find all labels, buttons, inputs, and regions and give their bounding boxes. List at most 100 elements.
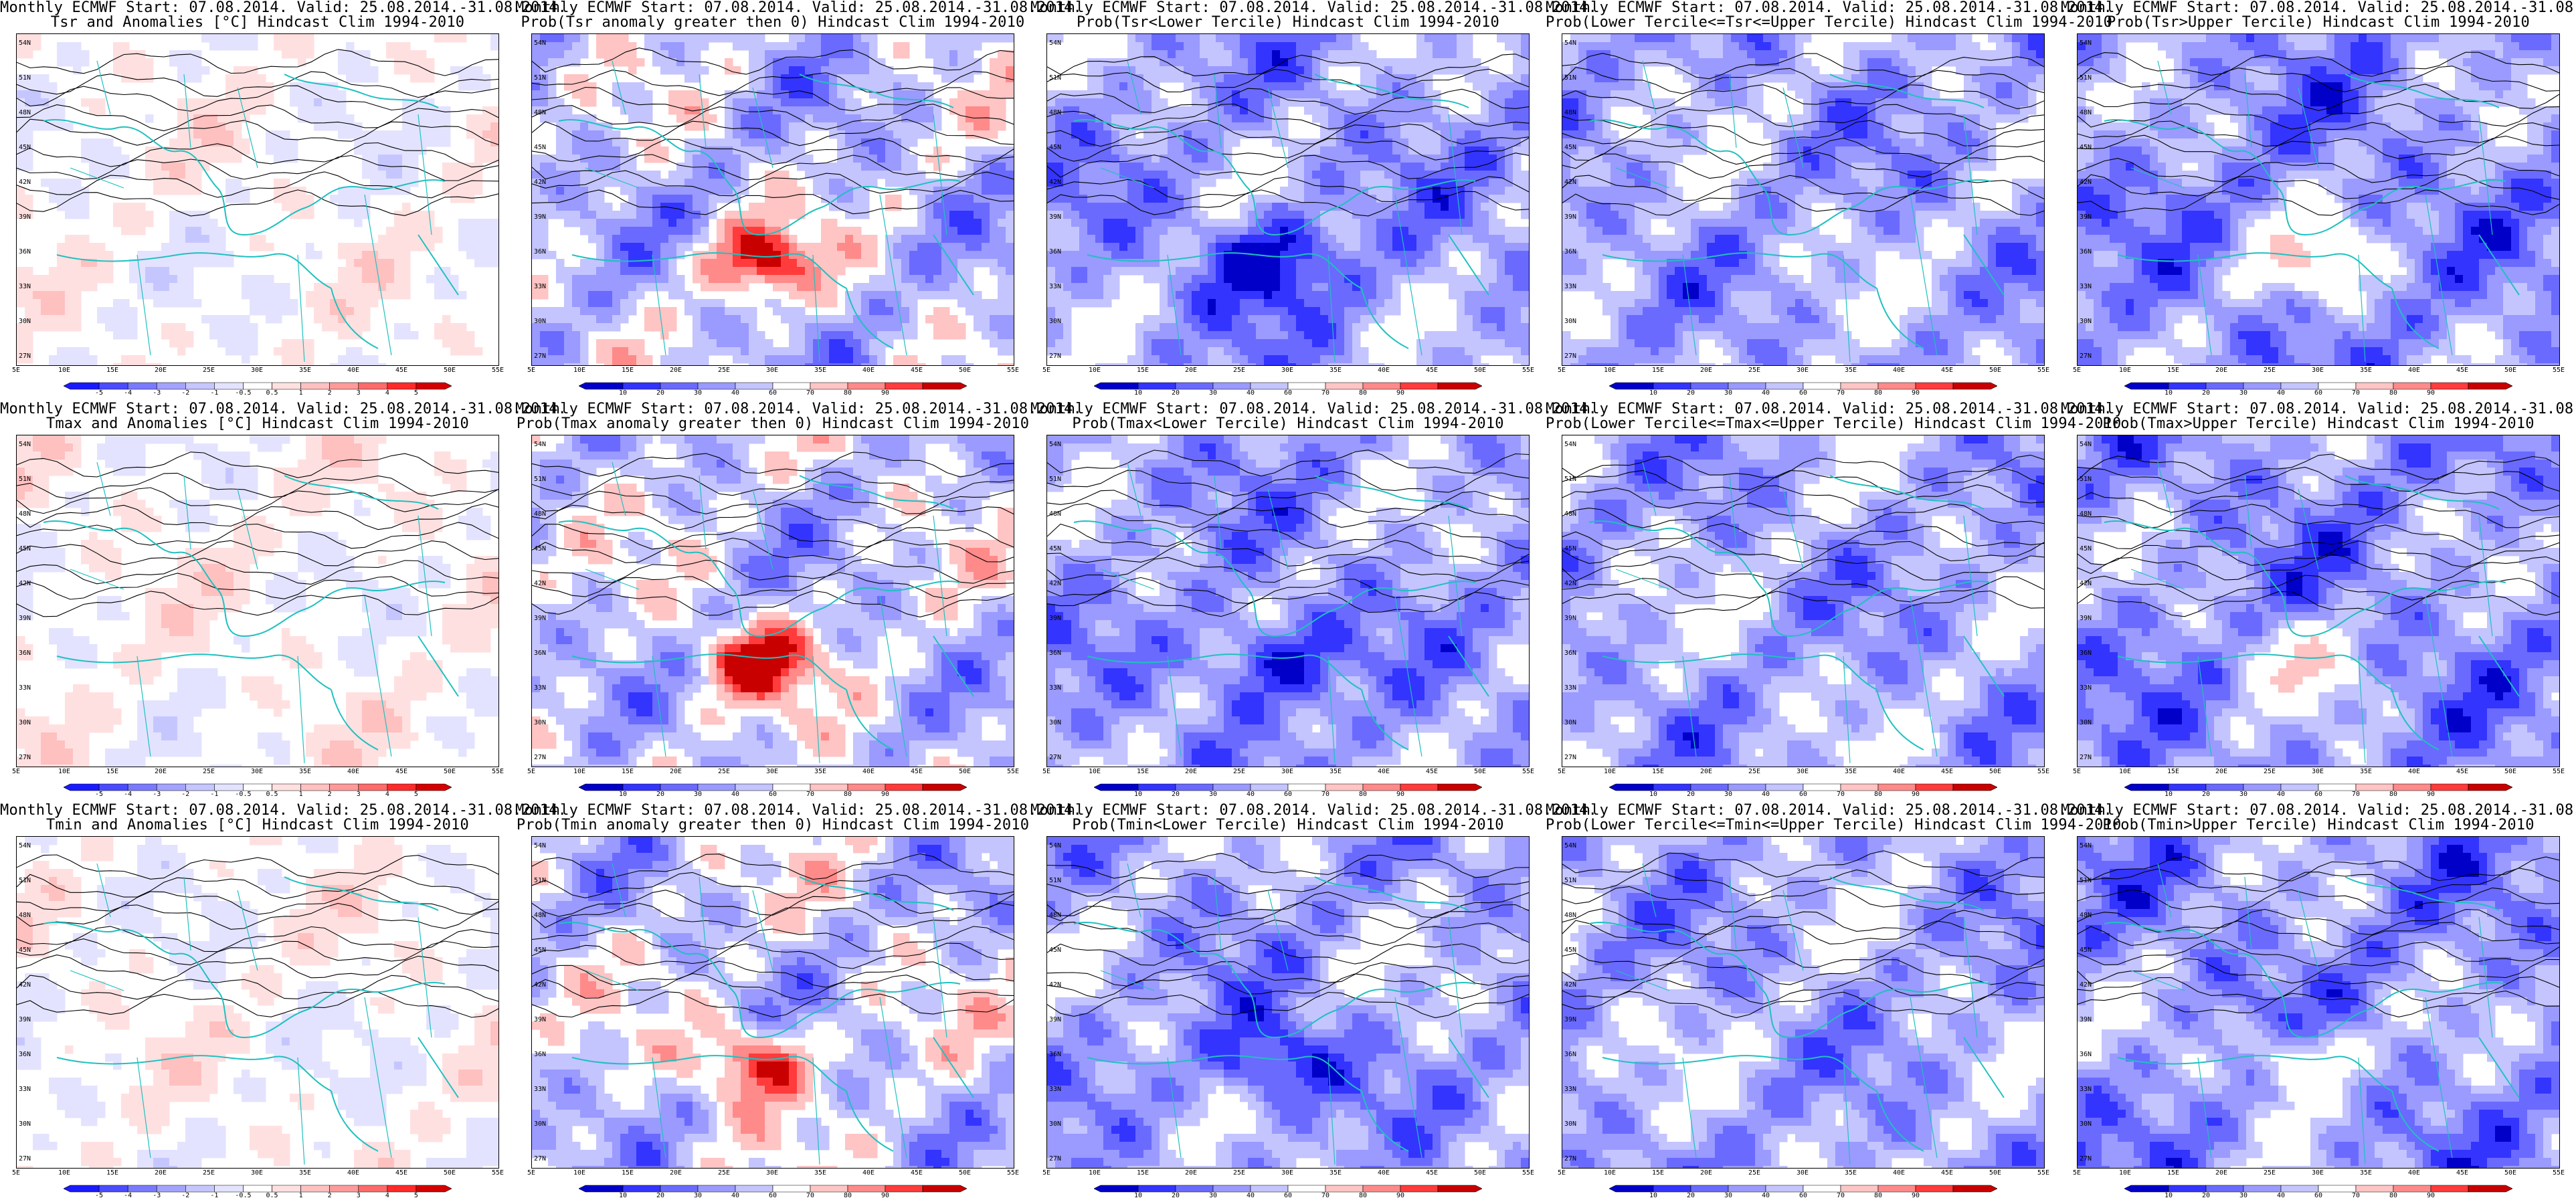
- latitude-tick: 33N: [2080, 685, 2092, 692]
- longitude-tick: 30E: [2312, 367, 2324, 374]
- longitude-tick: 10E: [573, 769, 585, 775]
- panel-title-line2: Prob(Tmax anomaly greater then 0) Hindca…: [515, 416, 1030, 432]
- colorbar-tick-label: 70: [2352, 791, 2360, 799]
- longitude-tick: 35E: [1845, 769, 1857, 775]
- longitude-tick: 25E: [718, 769, 730, 775]
- longitude-tick: 20E: [2215, 367, 2227, 374]
- colorbar-tick-label: 1: [299, 389, 303, 397]
- latitude-tick: 45N: [534, 947, 546, 954]
- colorbar-tick-label: 0.5: [266, 1192, 278, 1200]
- latitude-tick: 39N: [19, 1017, 31, 1023]
- latitude-tick: 42N: [1564, 982, 1576, 989]
- latitude-tick: 51N: [534, 75, 546, 82]
- forecast-map: [16, 836, 499, 1169]
- longitude-tick: 50E: [2504, 769, 2516, 775]
- colorbar: [1608, 781, 1998, 791]
- longitude-tick: 15E: [1137, 769, 1149, 775]
- colorbar-tick-label: 90: [881, 791, 889, 799]
- colorbar-tick-label: 70: [1321, 389, 1329, 397]
- longitude-tick: 40E: [1893, 1170, 1905, 1177]
- latitude-tick: 30N: [19, 720, 31, 726]
- latitude-tick: 33N: [1049, 1086, 1061, 1093]
- colorbar: [2124, 1183, 2513, 1193]
- longitude-tick: 50E: [2504, 1170, 2516, 1177]
- latitude-tick: 36N: [1564, 1051, 1576, 1058]
- latitude-tick: 27N: [1564, 755, 1576, 761]
- colorbar-tick-label: 40: [731, 1192, 739, 1200]
- colorbar-tick-label: 40: [2277, 791, 2285, 799]
- colorbar-tick-label: -5: [95, 791, 103, 799]
- longitude-tick: 5E: [1558, 1170, 1566, 1177]
- map-field-svg: [17, 34, 498, 365]
- latitude-tick: 48N: [1049, 110, 1061, 116]
- colorbar-tick-label: 70: [1321, 791, 1329, 799]
- longitude-tick: 35E: [1845, 1170, 1857, 1177]
- longitude-tick: 35E: [299, 769, 311, 775]
- panel-title-line1: Monthly ECMWF Start: 07.08.2014. Valid: …: [1546, 0, 2112, 16]
- colorbar: [2124, 781, 2513, 791]
- latitude-tick: 33N: [1564, 284, 1576, 290]
- longitude-tick: 50E: [1474, 1170, 1486, 1177]
- latitude-tick: 33N: [1564, 1086, 1576, 1093]
- latitude-tick: 36N: [534, 650, 546, 657]
- longitude-tick: 20E: [1700, 769, 1712, 775]
- colorbar-tick-label: 0.5: [266, 389, 278, 397]
- longitude-tick: 25E: [203, 367, 215, 374]
- longitude-tick: 25E: [1748, 367, 1760, 374]
- colorbar-tick-label: 5: [414, 791, 418, 799]
- colorbar-tick-label: 60: [1799, 389, 1807, 397]
- colorbar-tick-label: 40: [1247, 791, 1255, 799]
- colorbar-tick-label: 2: [328, 389, 332, 397]
- colorbar-tick-label: 60: [1799, 791, 1807, 799]
- longitude-tick: 50E: [1989, 367, 2001, 374]
- longitude-tick: 40E: [2408, 769, 2420, 775]
- longitude-tick: 55E: [1522, 769, 1534, 775]
- colorbar-tick-label: 3: [357, 1192, 361, 1200]
- longitude-tick: 50E: [959, 769, 971, 775]
- map-panel: Monthly ECMWF Start: 07.08.2014. Valid: …: [1546, 0, 2112, 401]
- colorbar-tick-label: 60: [1799, 1192, 1807, 1200]
- map-panel: Monthly ECMWF Start: 07.08.2014. Valid: …: [515, 803, 1082, 1204]
- latitude-tick: 36N: [2080, 249, 2092, 256]
- latitude-tick: 30N: [1564, 720, 1576, 726]
- longitude-tick: 20E: [670, 769, 682, 775]
- longitude-tick: 55E: [492, 1170, 504, 1177]
- longitude-tick: 10E: [58, 1170, 70, 1177]
- latitude-tick: 45N: [1564, 144, 1576, 151]
- longitude-tick: 20E: [1185, 769, 1197, 775]
- colorbar-tick-label: 4: [385, 389, 389, 397]
- colorbar-tick-label: 3: [357, 389, 361, 397]
- latitude-tick: 33N: [19, 284, 31, 290]
- latitude-tick: 30N: [19, 318, 31, 325]
- longitude-tick: 40E: [862, 367, 875, 374]
- longitude-tick: 30E: [251, 1170, 263, 1177]
- colorbar: [1608, 1183, 1998, 1193]
- latitude-tick: 33N: [2080, 1086, 2092, 1093]
- latitude-tick: 33N: [1049, 284, 1061, 290]
- colorbar-tick-label: 30: [1209, 389, 1217, 397]
- longitude-tick: 30E: [1797, 769, 1809, 775]
- longitude-tick: 5E: [12, 769, 20, 775]
- map-field-svg: [532, 34, 1014, 365]
- colorbar-tick-label: 90: [881, 389, 889, 397]
- latitude-tick: 42N: [19, 581, 31, 587]
- panel-title-line1: Monthly ECMWF Start: 07.08.2014. Valid: …: [515, 0, 1082, 16]
- colorbar-tick-label: 60: [1284, 389, 1292, 397]
- longitude-tick: 55E: [1522, 367, 1534, 374]
- longitude-tick: 40E: [2408, 1170, 2420, 1177]
- panel-title-line2: Tmin and Anomalies [°C] Hindcast Clim 19…: [0, 817, 515, 833]
- latitude-tick: 39N: [1564, 1017, 1576, 1023]
- longitude-tick: 55E: [1007, 1170, 1019, 1177]
- longitude-tick: 40E: [1893, 367, 1905, 374]
- colorbar-tick-label: 90: [1396, 791, 1404, 799]
- latitude-tick: 54N: [1564, 40, 1576, 47]
- latitude-tick: 27N: [534, 353, 546, 360]
- latitude-tick: 27N: [1049, 755, 1061, 761]
- latitude-tick: 42N: [1564, 179, 1576, 186]
- longitude-tick: 35E: [1329, 769, 1342, 775]
- latitude-tick: 45N: [1564, 546, 1576, 553]
- longitude-tick: 45E: [395, 1170, 407, 1177]
- latitude-tick: 54N: [19, 441, 31, 448]
- map-panel: Monthly ECMWF Start: 07.08.2014. Valid: …: [0, 803, 567, 1204]
- longitude-tick: 30E: [766, 1170, 778, 1177]
